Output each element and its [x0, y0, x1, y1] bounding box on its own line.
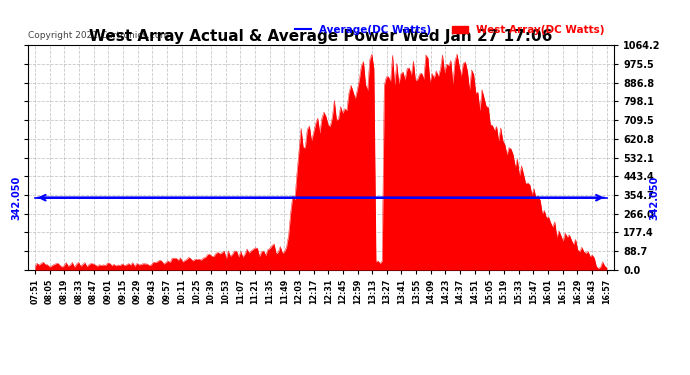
Text: 342.050: 342.050 — [649, 176, 659, 220]
Title: West Array Actual & Average Power Wed Jan 27 17:06: West Array Actual & Average Power Wed Ja… — [89, 29, 553, 44]
Text: 342.050: 342.050 — [12, 176, 22, 220]
Text: Copyright 2021 Cartronics.com: Copyright 2021 Cartronics.com — [28, 32, 169, 40]
Legend: Average(DC Watts), West Array(DC Watts): Average(DC Watts), West Array(DC Watts) — [291, 21, 609, 39]
